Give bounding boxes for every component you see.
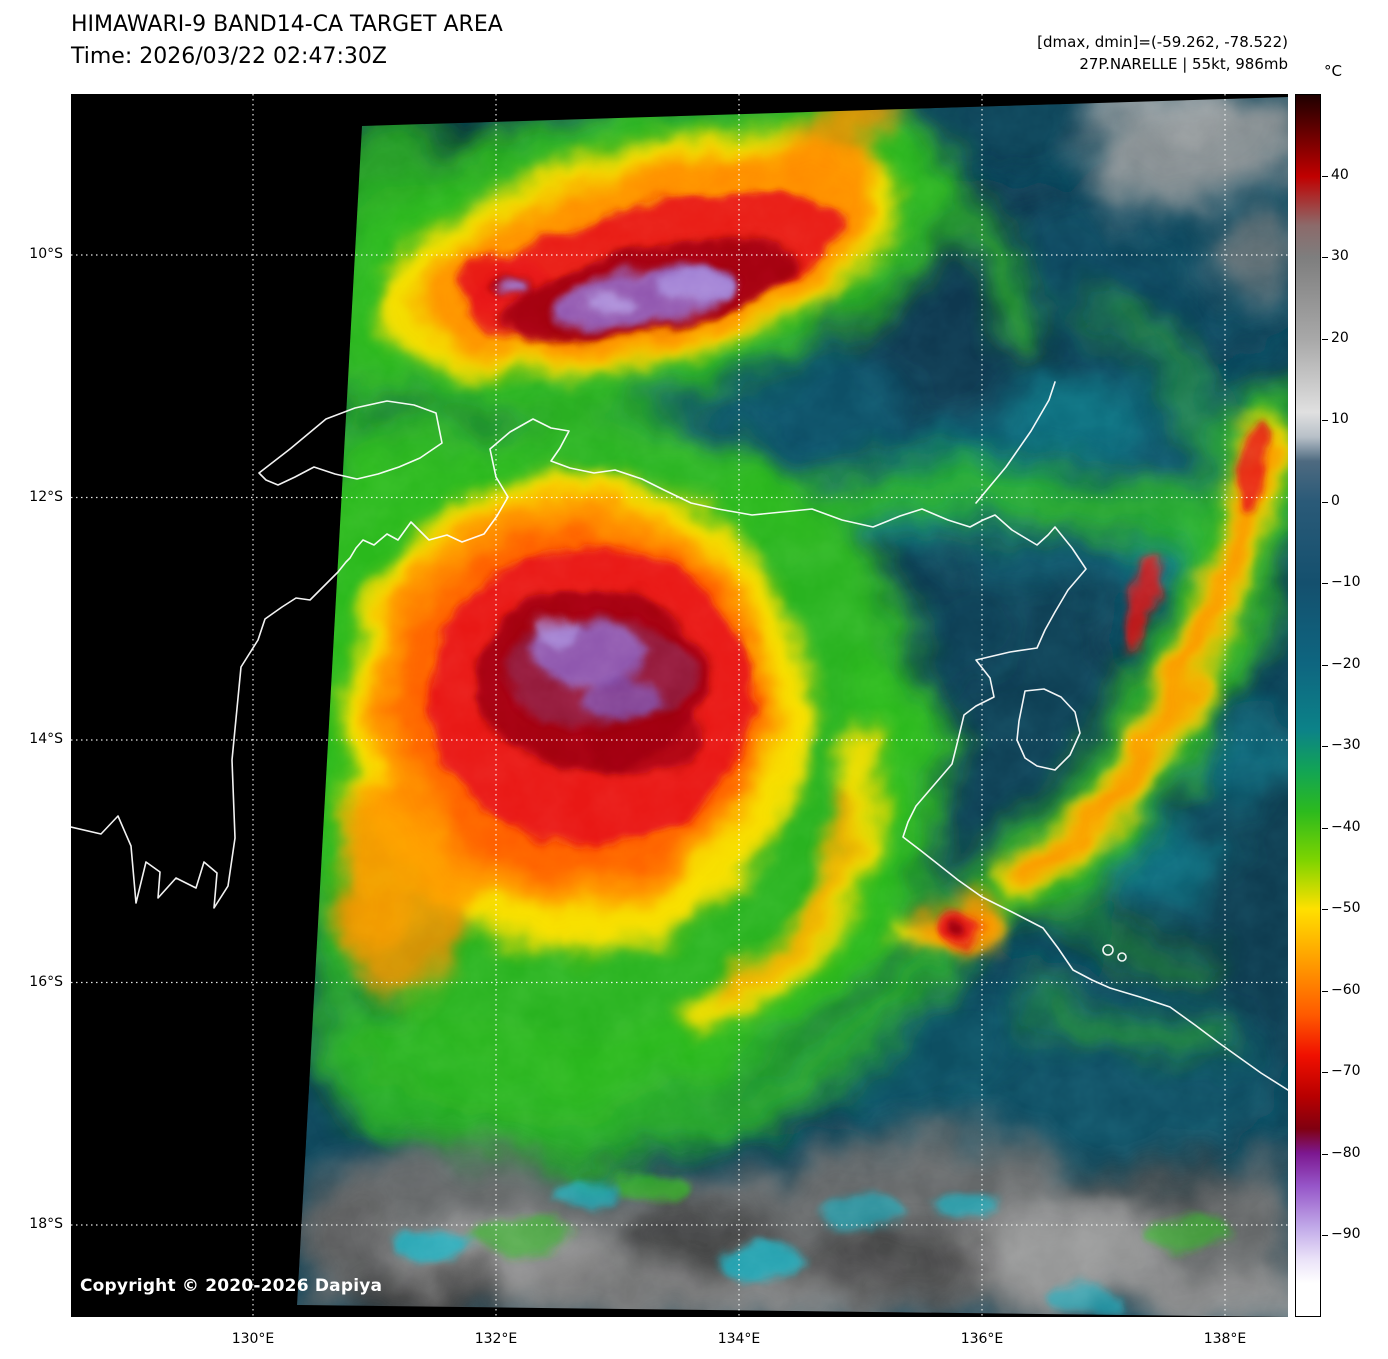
copyright-notice: Copyright © 2020-2026 Dapiya — [80, 1276, 382, 1296]
colorbar-unit-label: °C — [1324, 62, 1342, 80]
colorbar-tickmark — [1322, 176, 1328, 177]
colorbar-tick-label: −60 — [1331, 982, 1361, 998]
colorbar-tickmark — [1322, 1072, 1328, 1073]
colorbar-tickmark — [1322, 502, 1328, 503]
colorbar-tickmark — [1322, 909, 1328, 910]
colorbar-tick-label: −40 — [1331, 819, 1361, 835]
y-axis-tick-label: 10°S — [0, 246, 63, 262]
colorbar-gradient — [1295, 94, 1321, 1317]
satellite-map-svg — [71, 94, 1288, 1317]
colorbar-tick-label: −90 — [1331, 1226, 1361, 1242]
annotation-block: [dmax, dmin]=(-59.262, -78.522) 27P.NARE… — [1037, 32, 1288, 76]
colorbar-tick-label: 20 — [1331, 330, 1349, 346]
colorbar-tickmark — [1322, 339, 1328, 340]
colorbar-tickmark — [1322, 583, 1328, 584]
x-axis-tick-label: 132°E — [456, 1331, 536, 1347]
colorbar-tick-label: 40 — [1331, 167, 1349, 183]
colorbar-tickmark — [1322, 665, 1328, 666]
colorbar-tickmark — [1322, 746, 1328, 747]
colorbar-tickmark — [1322, 257, 1328, 258]
y-axis-tick-label: 12°S — [0, 489, 63, 505]
x-axis-tick-label: 136°E — [942, 1331, 1022, 1347]
colorbar-tick-label: 10 — [1331, 411, 1349, 427]
colorbar-tickmark — [1322, 1235, 1328, 1236]
page-title: HIMAWARI-9 BAND14-CA TARGET AREA — [71, 12, 503, 37]
figure: { "header": { "title": "HIMAWARI-9 BAND1… — [0, 0, 1388, 1359]
colorbar-tick-label: −10 — [1331, 574, 1361, 590]
colorbar-tick-label: 30 — [1331, 248, 1349, 264]
y-axis-tick-label: 18°S — [0, 1216, 63, 1232]
colorbar-tick-label: −80 — [1331, 1145, 1361, 1161]
x-axis-tick-label: 130°E — [213, 1331, 293, 1347]
cloud-texture-noise — [290, 94, 1288, 1317]
colorbar-tickmark — [1322, 828, 1328, 829]
colorbar-tick-label: 0 — [1331, 493, 1340, 509]
y-axis-tick-label: 14°S — [0, 731, 63, 747]
satellite-imagery — [240, 94, 1288, 1317]
colorbar-tick-label: −20 — [1331, 656, 1361, 672]
dmax-dmin-annotation: [dmax, dmin]=(-59.262, -78.522) — [1037, 32, 1288, 54]
colorbar-tick-label: −70 — [1331, 1063, 1361, 1079]
storm-info-annotation: 27P.NARELLE | 55kt, 986mb — [1037, 54, 1288, 76]
timestamp: Time: 2026/03/22 02:47:30Z — [71, 44, 387, 69]
x-axis-tick-label: 138°E — [1185, 1331, 1265, 1347]
colorbar-tickmark — [1322, 420, 1328, 421]
colorbar-tick-label: −50 — [1331, 900, 1361, 916]
colorbar-tickmark — [1322, 991, 1328, 992]
colorbar-tick-label: −30 — [1331, 737, 1361, 753]
y-axis-tick-label: 16°S — [0, 974, 63, 990]
colorbar-tickmark — [1322, 1154, 1328, 1155]
x-axis-tick-label: 134°E — [699, 1331, 779, 1347]
map-area — [71, 94, 1288, 1317]
